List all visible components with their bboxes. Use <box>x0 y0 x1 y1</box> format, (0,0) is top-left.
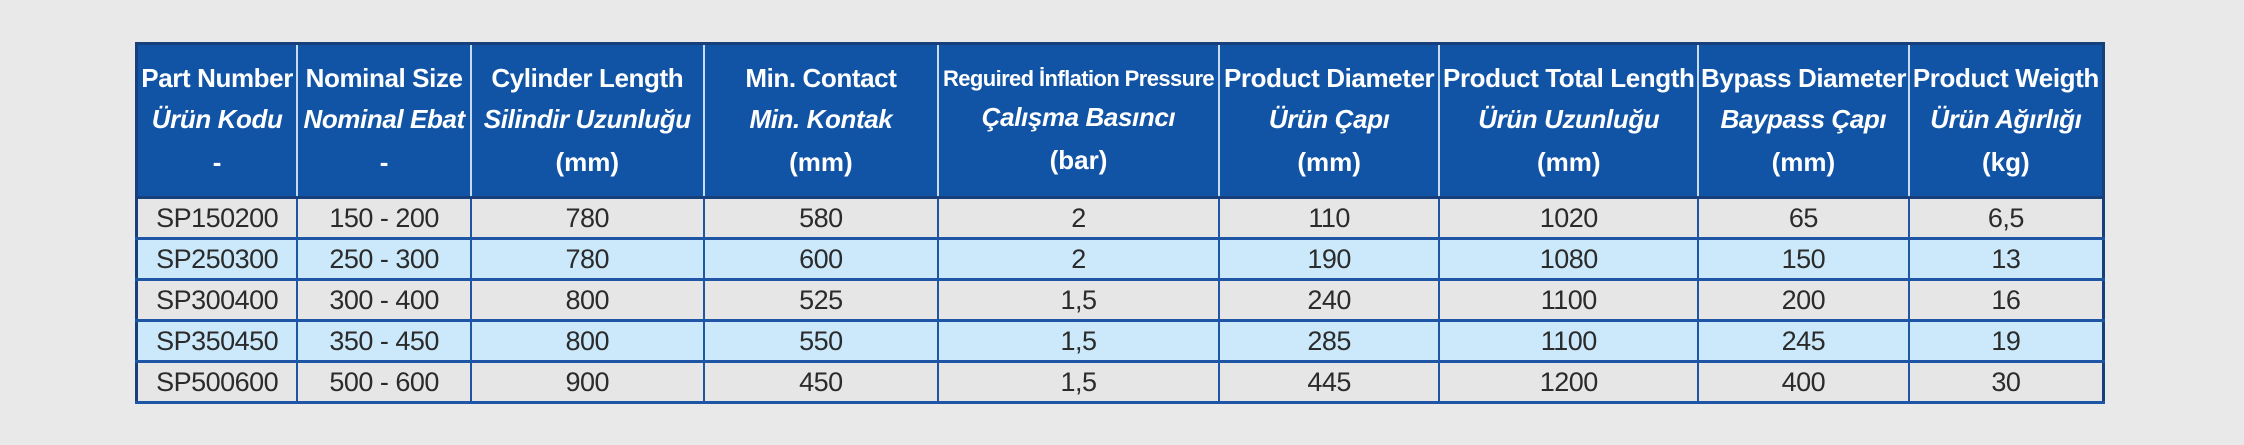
header-unit-label: (bar) <box>1049 144 1108 175</box>
table-cell: 580 <box>702 196 940 240</box>
table-cell: 2 <box>937 196 1220 240</box>
header-label-en: Product Total Length <box>1443 63 1695 93</box>
table-cell: 445 <box>1217 360 1441 404</box>
header-unit-label: (mm) <box>555 147 620 177</box>
header-unit-label: - <box>212 147 222 177</box>
header-unit-label: (mm) <box>1536 147 1601 177</box>
table-cell: 245 <box>1697 319 1910 363</box>
table-row-SP350450: SP350450 350 - 450 800 550 1,5 285 1100 245 19 <box>135 319 2105 363</box>
header-label-tr: Ürün Ağırlığı <box>1930 104 2082 134</box>
table-cell: 1080 <box>1438 237 1700 281</box>
table-cell: 550 <box>702 319 940 363</box>
header-row: Part Number Ürün Kodu - Nominal Size Nominal… <box>136 43 2104 199</box>
table-cell: 200 <box>1697 278 1910 322</box>
table-cell: 800 <box>469 278 705 322</box>
table-cell: SP250300 <box>135 237 299 281</box>
header-label-en: Min. Contact <box>745 63 897 93</box>
table-cell: 1200 <box>1438 360 1700 404</box>
table-cell: 250 - 300 <box>296 237 472 281</box>
product-spec-table: Part Number Ürün Kodu - Nominal Size Nominal… <box>135 42 2105 404</box>
header-label-tr: Nominal Ebat <box>303 104 465 134</box>
table-row-SP250300: SP250300 250 - 300 780 600 2 190 1080 150 13 <box>135 237 2105 281</box>
table-body: SP150200 150 - 200 780 580 2 110 1020 65 6,5 SP25… <box>135 196 2105 404</box>
header-label-en: Cylinder Length <box>491 63 684 93</box>
header-cell-5: Reguired İnflation Pressure Çalışma Basın… <box>937 43 1219 199</box>
header-unit-label: (mm) <box>789 147 853 177</box>
table-cell: 1,5 <box>937 278 1220 322</box>
table-cell: SP500600 <box>135 360 299 404</box>
table-cell: 1,5 <box>937 360 1220 404</box>
header-unit-label: (mm) <box>1771 147 1836 177</box>
table-cell: 13 <box>1907 237 2105 281</box>
table-cell: 16 <box>1907 278 2105 322</box>
table-cell: 65 <box>1697 196 1910 240</box>
table-cell: 450 <box>702 360 940 404</box>
table-cell: 1100 <box>1438 278 1700 322</box>
table-cell: SP150200 <box>135 196 299 240</box>
header-label-tr: Ürün Çapı <box>1268 104 1390 134</box>
table-cell: 800 <box>469 319 705 363</box>
table-cell: 19 <box>1907 319 2105 363</box>
header-label-tr: Baypass Çapı <box>1720 104 1887 134</box>
table-cell: 1,5 <box>937 319 1220 363</box>
header-label-en: Reguired İnflation Pressure <box>942 65 1215 91</box>
table-cell: 30 <box>1907 360 2105 404</box>
table-cell: 350 - 450 <box>296 319 472 363</box>
table-cell: 900 <box>469 360 705 404</box>
header-label-en: Bypass Diameter <box>1701 63 1907 93</box>
table-cell: 150 <box>1697 237 1910 281</box>
header-label-tr: Min. Kontak <box>749 104 893 134</box>
table-cell: 150 - 200 <box>296 196 472 240</box>
header-cell-9: Product Weigth Ürün Ağırlığı (kg) <box>1907 43 2104 199</box>
table-header: Part Number Ürün Kodu - Nominal Size Nominal… <box>136 43 2104 199</box>
table-cell: 240 <box>1217 278 1441 322</box>
table-cell: 285 <box>1217 319 1441 363</box>
header-cell-4: Min. Contact Min. Kontak (mm) <box>702 43 939 199</box>
header-cell-1: Part Number Ürün Kodu - <box>136 43 298 199</box>
header-cell-7: Product Total Length Ürün Uzunluğu (mm) <box>1438 43 1699 199</box>
table-cell: 780 <box>469 196 705 240</box>
table-cell: SP350450 <box>135 319 299 363</box>
header-unit-label: (kg) <box>1982 147 2030 177</box>
table-cell: 6,5 <box>1907 196 2105 240</box>
table-cell: 600 <box>702 237 940 281</box>
header-cell-8: Bypass Diameter Baypass Çapı (mm) <box>1697 43 1909 199</box>
header-label-en: Part Number <box>141 63 293 93</box>
header-cell-6: Product Diameter Ürün Çapı (mm) <box>1217 43 1440 199</box>
header-label-tr: Ürün Uzunluğu <box>1478 104 1660 134</box>
header-label-tr: Ürün Kodu <box>151 104 283 134</box>
table-cell: 500 - 600 <box>296 360 472 404</box>
header-label-en: Nominal Size <box>305 63 463 93</box>
table-cell: SP300400 <box>135 278 299 322</box>
header-label-en: Product Weigth <box>1912 63 2099 93</box>
table-cell: 110 <box>1217 196 1441 240</box>
table-cell: 1100 <box>1438 319 1700 363</box>
table-row-SP150200: SP150200 150 - 200 780 580 2 110 1020 65 6,5 <box>135 196 2105 240</box>
header-unit-label: - <box>379 147 389 177</box>
table-cell: 525 <box>702 278 940 322</box>
header-label-tr: Silindir Uzunluğu <box>483 104 691 134</box>
header-cell-2: Nominal Size Nominal Ebat - <box>296 43 471 199</box>
header-unit-label: (mm) <box>1297 147 1361 177</box>
table-cell: 1020 <box>1438 196 1700 240</box>
table-row-SP500600: SP500600 500 - 600 900 450 1,5 445 1200 400 30 <box>135 360 2105 404</box>
header-label-en: Product Diameter <box>1223 63 1435 93</box>
header-cell-3: Cylinder Length Silindir Uzunluğu (mm) <box>469 43 704 199</box>
spec-table-container: Part Number Ürün Kodu - Nominal Size Nominal… <box>135 42 2105 404</box>
table-row-SP300400: SP300400 300 - 400 800 525 1,5 240 1100 200 16 <box>135 278 2105 322</box>
table-cell: 2 <box>937 237 1220 281</box>
table-cell: 190 <box>1217 237 1441 281</box>
header-label-tr: Çalışma Basıncı <box>981 101 1176 132</box>
table-cell: 300 - 400 <box>296 278 472 322</box>
table-cell: 400 <box>1697 360 1910 404</box>
table-cell: 780 <box>469 237 705 281</box>
